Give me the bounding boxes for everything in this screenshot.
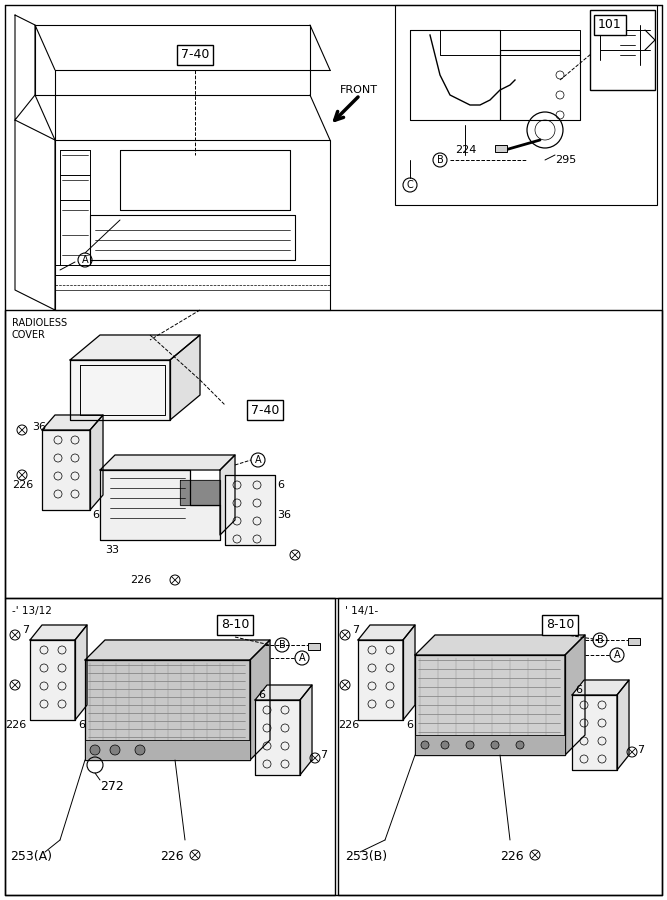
Text: 36: 36 — [32, 422, 46, 432]
Polygon shape — [75, 625, 87, 720]
Polygon shape — [617, 680, 629, 770]
Text: 8-10: 8-10 — [546, 618, 574, 632]
Text: 6: 6 — [277, 480, 284, 490]
Circle shape — [516, 741, 524, 749]
Polygon shape — [42, 430, 90, 510]
Text: FRONT: FRONT — [340, 85, 378, 95]
Text: 6: 6 — [575, 685, 582, 695]
Text: A: A — [255, 455, 261, 465]
Circle shape — [421, 741, 429, 749]
Text: 7: 7 — [22, 625, 29, 635]
Text: C: C — [407, 180, 414, 190]
Polygon shape — [70, 335, 200, 360]
Text: 253(A): 253(A) — [10, 850, 52, 863]
Circle shape — [135, 745, 145, 755]
Polygon shape — [220, 455, 235, 535]
Text: 7: 7 — [637, 745, 644, 755]
Text: 7-40: 7-40 — [181, 49, 209, 61]
Circle shape — [441, 741, 449, 749]
Polygon shape — [70, 360, 170, 420]
Text: 226: 226 — [160, 850, 183, 863]
Text: 226: 226 — [12, 480, 33, 490]
Text: 253(B): 253(B) — [345, 850, 387, 863]
Polygon shape — [225, 475, 275, 545]
Polygon shape — [358, 625, 415, 640]
Text: 7: 7 — [320, 750, 327, 760]
Polygon shape — [30, 625, 87, 640]
Text: -' 13/12: -' 13/12 — [12, 606, 52, 616]
Text: 8-10: 8-10 — [221, 618, 249, 632]
Bar — [628, 638, 640, 645]
Text: 33: 33 — [105, 545, 119, 555]
Polygon shape — [85, 640, 270, 660]
Polygon shape — [415, 655, 565, 755]
Text: 6: 6 — [92, 510, 99, 520]
Polygon shape — [90, 415, 103, 510]
Polygon shape — [180, 480, 220, 505]
Circle shape — [90, 745, 100, 755]
Bar — [5, 310, 662, 598]
Text: 36: 36 — [277, 510, 291, 520]
Text: 6: 6 — [78, 720, 85, 730]
Polygon shape — [30, 640, 75, 720]
Text: 6: 6 — [258, 690, 265, 700]
Bar — [5, 598, 335, 895]
Text: 295: 295 — [555, 155, 576, 165]
Circle shape — [466, 741, 474, 749]
Circle shape — [491, 741, 499, 749]
Polygon shape — [85, 660, 250, 760]
Polygon shape — [572, 695, 617, 770]
Text: A: A — [81, 255, 88, 265]
Polygon shape — [565, 635, 585, 755]
Polygon shape — [300, 685, 312, 775]
Text: 226: 226 — [500, 850, 524, 863]
Text: 224: 224 — [455, 145, 476, 155]
Polygon shape — [403, 625, 415, 720]
Text: 6: 6 — [406, 720, 413, 730]
Bar — [590, 10, 655, 90]
Bar — [495, 145, 507, 152]
Polygon shape — [170, 335, 200, 420]
Polygon shape — [100, 455, 235, 470]
Text: B: B — [437, 155, 444, 165]
Text: RADIOLESS
COVER: RADIOLESS COVER — [12, 318, 67, 339]
Text: A: A — [299, 653, 305, 663]
Text: 7-40: 7-40 — [251, 403, 279, 417]
Bar — [395, 5, 657, 205]
Text: 226: 226 — [338, 720, 360, 730]
Bar — [415, 735, 565, 755]
Text: 272: 272 — [100, 780, 124, 793]
Text: 101: 101 — [598, 19, 622, 32]
Text: B: B — [596, 635, 604, 645]
Polygon shape — [572, 680, 629, 695]
Text: B: B — [279, 640, 285, 650]
Polygon shape — [255, 685, 312, 700]
Text: 7: 7 — [352, 625, 359, 635]
Polygon shape — [250, 640, 270, 760]
Text: A: A — [614, 650, 620, 660]
Polygon shape — [42, 415, 103, 430]
Text: ' 14/1-: ' 14/1- — [345, 606, 378, 616]
Polygon shape — [358, 640, 403, 720]
Text: 226: 226 — [130, 575, 151, 585]
Polygon shape — [100, 470, 220, 540]
Bar — [338, 598, 662, 895]
Polygon shape — [415, 635, 585, 655]
Bar — [85, 740, 250, 760]
Circle shape — [110, 745, 120, 755]
Bar — [308, 643, 320, 650]
Polygon shape — [255, 700, 300, 775]
Text: 226: 226 — [5, 720, 26, 730]
